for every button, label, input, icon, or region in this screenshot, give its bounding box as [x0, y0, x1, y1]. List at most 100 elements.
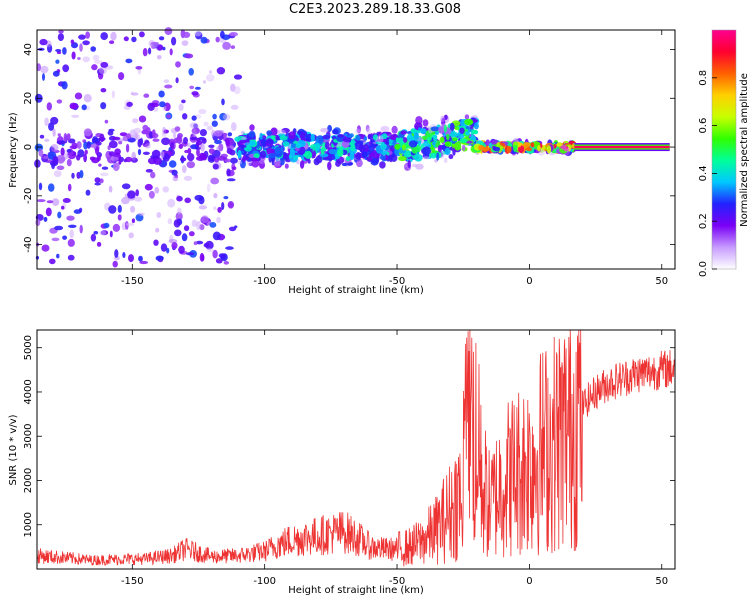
heatmap-blob — [384, 137, 390, 145]
heatmap-blob — [99, 133, 105, 143]
heatmap-blob — [131, 36, 137, 43]
heatmap-blob — [184, 149, 190, 154]
heatmap-blob — [234, 225, 238, 229]
colorbar-tick-label: 0.6 — [698, 118, 709, 134]
heatmap-blob — [485, 139, 490, 147]
heatmap-blob — [155, 227, 160, 233]
heatmap-blob — [171, 242, 178, 249]
heatmap-blob — [191, 91, 199, 96]
heatmap-blob — [123, 158, 128, 163]
heatmap-blob — [108, 185, 113, 193]
heatmap-blob — [199, 129, 207, 137]
y-tick-label: -20 — [23, 188, 34, 204]
heatmap-blob — [249, 140, 256, 146]
heatmap-blob — [355, 152, 362, 160]
heatmap-blob — [142, 48, 148, 57]
heatmap-blob — [222, 113, 231, 121]
heatmap-blob — [52, 128, 56, 137]
snr-x-ticks: -150 -100 -50 0 50 — [121, 330, 668, 587]
heatmap-blob — [84, 149, 88, 155]
heatmap-blob — [112, 223, 121, 232]
heatmap-blob — [200, 215, 210, 224]
heatmap-blob — [279, 135, 288, 141]
heatmap-blob — [274, 146, 281, 155]
heatmap-blob — [162, 126, 167, 135]
heatmap-blob — [328, 149, 338, 155]
heatmap-blob — [268, 153, 276, 159]
snr-x-axis-label: Height of straight line (km) — [288, 585, 424, 596]
heatmap-blob — [117, 214, 122, 221]
heatmap-blob — [440, 115, 445, 123]
heatmap-blob — [119, 132, 128, 137]
heatmap-blob — [50, 144, 59, 152]
heatmap-blob — [100, 88, 107, 93]
x-tick-label: 0 — [526, 276, 532, 287]
colorbar-tick-label: 0.4 — [698, 165, 709, 181]
heatmap-blob — [337, 134, 344, 138]
heatmap-blob — [62, 64, 70, 73]
heatmap-blob — [277, 129, 286, 135]
heatmap-blob — [478, 144, 484, 151]
x-tick-label: -150 — [121, 276, 144, 287]
heatmap-blob — [166, 114, 171, 119]
heatmap-blob — [83, 94, 92, 103]
heatmap-blob — [148, 47, 152, 55]
heatmap-blob — [110, 156, 119, 161]
heatmap-blob — [422, 146, 432, 156]
heatmap-blob — [172, 175, 179, 182]
heatmap-blob — [205, 74, 215, 82]
heatmap-blob — [327, 161, 332, 171]
heatmap-blob — [42, 155, 49, 159]
heatmap-blob — [174, 126, 181, 132]
heatmap-x-ticks: -150 -100 -50 0 50 — [121, 30, 668, 287]
heatmap-blob — [468, 118, 473, 125]
heatmap-blob — [493, 146, 501, 152]
heatmap-blob — [125, 222, 135, 227]
heatmap-blob — [266, 130, 272, 136]
heatmap-blob — [398, 155, 407, 162]
heatmap-blob — [39, 38, 48, 46]
heatmap-blob — [205, 240, 214, 250]
heatmap-blob — [62, 47, 67, 55]
heatmap-blob — [223, 196, 229, 200]
heatmap-blob — [56, 99, 63, 104]
heatmap-blob — [123, 36, 129, 42]
heatmap-blob — [472, 130, 478, 135]
heatmap-blob — [198, 205, 208, 210]
heatmap-blob — [319, 153, 329, 158]
heatmap-blob — [45, 207, 52, 217]
heatmap-blob — [366, 156, 373, 162]
heatmap-blob — [366, 127, 371, 135]
heatmap-blob — [138, 255, 143, 262]
heatmap-blob — [200, 142, 205, 152]
heatmap-blob — [144, 183, 153, 191]
heatmap-blob — [175, 61, 181, 68]
heatmap-blob — [108, 140, 118, 149]
heatmap-frame — [36, 29, 676, 270]
heatmap-blob — [100, 172, 109, 177]
heatmap-blob — [79, 224, 83, 234]
heatmap-blob — [285, 158, 292, 163]
heatmap-blob — [336, 142, 344, 147]
heatmap-blob — [177, 207, 182, 215]
heatmap-blob — [411, 146, 418, 154]
heatmap-blob — [233, 86, 241, 95]
heatmap-blob — [175, 212, 183, 221]
heatmap-blob — [227, 201, 235, 209]
heatmap-blob — [196, 220, 201, 230]
heatmap-blob — [414, 154, 423, 162]
heatmap-blob — [444, 114, 448, 121]
heatmap-blob — [363, 136, 368, 141]
heatmap-blob — [55, 49, 62, 52]
heatmap-blob — [341, 162, 348, 167]
heatmap-blob — [207, 154, 216, 163]
heatmap-blob — [143, 93, 150, 98]
heatmap-blob — [154, 187, 160, 194]
heatmap-blob — [382, 133, 388, 140]
heatmap-blob — [163, 153, 170, 162]
heatmap-blob — [220, 30, 225, 39]
heatmap-blob — [41, 244, 50, 252]
heatmap-blob — [295, 143, 302, 149]
heatmap-blob — [138, 115, 147, 123]
heatmap-blob — [345, 156, 351, 162]
